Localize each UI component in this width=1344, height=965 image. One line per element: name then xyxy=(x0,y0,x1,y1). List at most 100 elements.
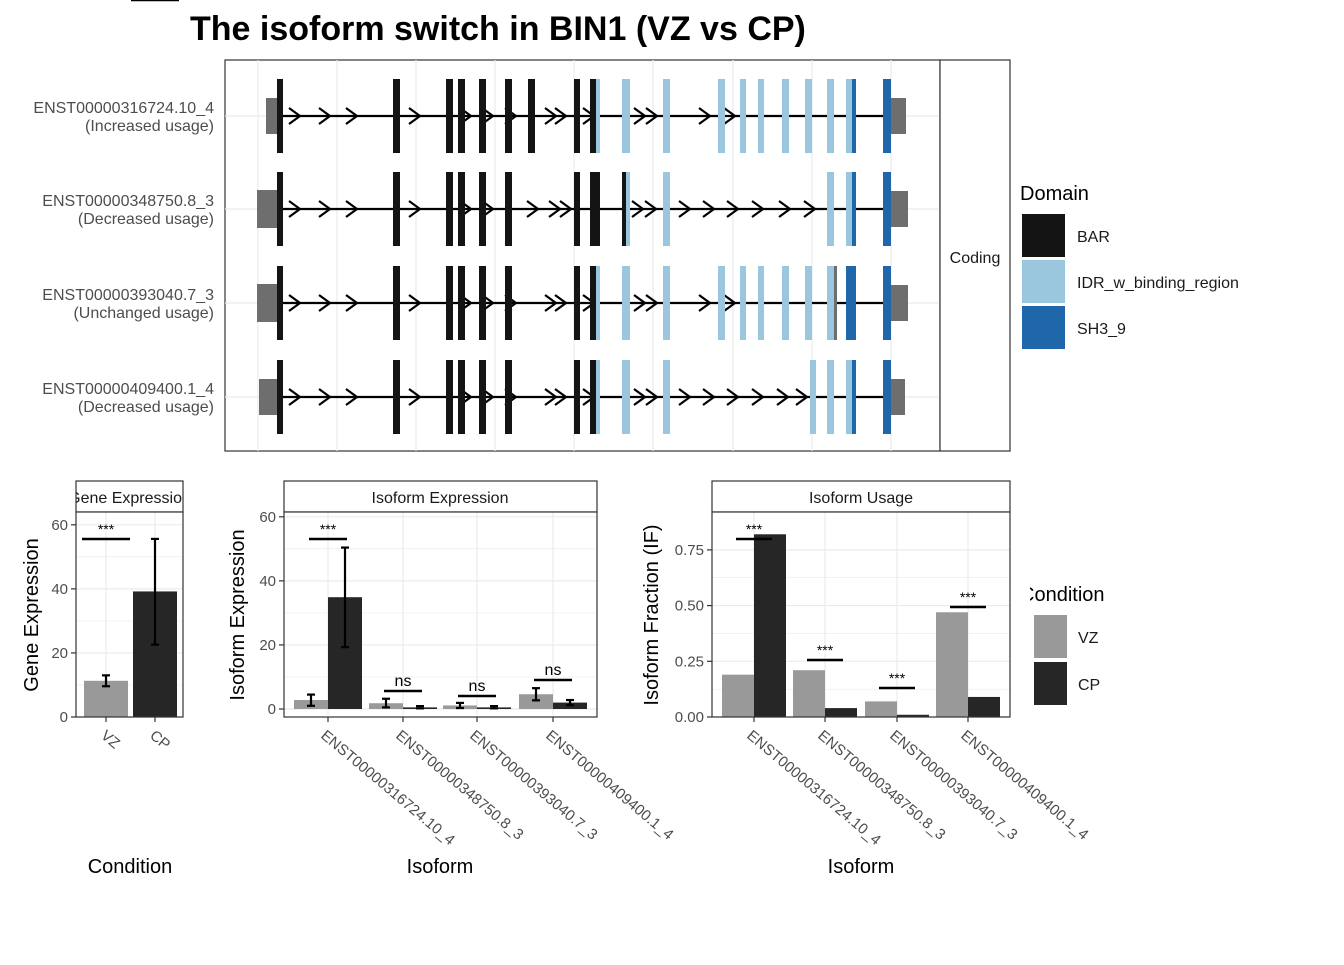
strip-isoform-usage-label: Isoform Usage xyxy=(809,490,913,507)
exon-block xyxy=(458,266,465,340)
transcript-usage-label: (Decreased usage) xyxy=(78,399,214,416)
exon-block xyxy=(393,360,400,434)
transcript-id-label: ENST00000316724.10_4 xyxy=(33,100,214,117)
exon-block xyxy=(574,360,580,434)
exon-block xyxy=(663,79,670,153)
strip-gene-expression xyxy=(75,480,184,513)
significance-label: *** xyxy=(320,521,337,537)
intron-arrow xyxy=(644,200,658,218)
exon-block xyxy=(458,360,465,434)
intron-arrow xyxy=(633,294,647,312)
intron-arrow xyxy=(645,107,659,125)
transcript-track xyxy=(257,172,908,246)
bar xyxy=(968,696,1000,717)
exon-block xyxy=(852,79,856,153)
exon-block xyxy=(574,172,580,246)
exon-block xyxy=(846,360,852,434)
y-tick-label: 20 xyxy=(259,637,276,654)
intron-arrow xyxy=(678,200,692,218)
exon-block xyxy=(277,360,283,434)
exon-block xyxy=(479,266,486,340)
intron-arrow xyxy=(751,200,765,218)
exon-block xyxy=(846,172,852,246)
significance-label: *** xyxy=(147,0,164,3)
exon-block xyxy=(393,172,400,246)
exon-block xyxy=(852,172,856,246)
bar xyxy=(825,708,857,717)
exon-block xyxy=(528,79,535,153)
exon-block xyxy=(852,360,856,434)
exon-block xyxy=(458,172,465,246)
strip-isoform-expression-label: Isoform Expression xyxy=(372,490,509,507)
exon-block xyxy=(446,266,453,340)
intron-arrow xyxy=(548,200,562,218)
intron-arrow xyxy=(698,294,712,312)
intron-arrow xyxy=(678,388,692,406)
gene-expression-panel: Gene Expression 0 20 40 60 *** VZ *** CP Gene E… xyxy=(21,0,184,878)
exon-block xyxy=(883,79,891,153)
y-tick-label: 60 xyxy=(259,509,276,526)
domain-label-bar: BAR xyxy=(1077,229,1110,246)
exon-block xyxy=(758,266,764,340)
condition-key-cp xyxy=(1034,662,1067,705)
intron-arrow xyxy=(288,388,302,406)
intron-arrow xyxy=(526,200,540,218)
exon-block xyxy=(883,266,891,340)
intron-arrow xyxy=(318,294,332,312)
x-tick-label: ENST00000316724.10_4 xyxy=(743,727,884,849)
condition-legend: Condition VZ CP xyxy=(1020,584,1105,705)
bar xyxy=(793,670,825,717)
chart-title: The isoform switch in BIN1 (VZ vs CP) xyxy=(190,10,806,48)
p2-xlabel: Isoform xyxy=(407,856,474,878)
exon-block xyxy=(782,79,789,153)
exon-block xyxy=(596,360,600,434)
utr-3-block xyxy=(889,98,906,134)
utr-5-block xyxy=(259,379,279,415)
exon-block xyxy=(827,360,834,434)
utr-5-block xyxy=(257,284,279,322)
x-tick-label: ENST00000409400.1_4 xyxy=(957,727,1091,843)
x-tick-label: VZ xyxy=(97,727,123,752)
intron-arrow xyxy=(726,388,740,406)
exon-block xyxy=(505,266,512,340)
exon-block xyxy=(663,172,670,246)
domain-legend-title: Domain xyxy=(1020,183,1089,205)
gene-structure-panel: Coding ENST00000316724.10_4(Increased us… xyxy=(33,59,1011,452)
y-tick-label: 60 xyxy=(51,517,68,534)
intron-arrow xyxy=(345,294,359,312)
y-tick-label: 0.75 xyxy=(675,542,704,559)
y-tick-label: 0 xyxy=(268,701,276,718)
exon-block xyxy=(805,266,812,340)
intron-arrow xyxy=(544,388,558,406)
domain-legend: Domain BAR IDR_w_binding_region SH3_9 xyxy=(1020,183,1239,349)
bar xyxy=(936,612,968,717)
x-tick-label: ENST00000348750.8_3 xyxy=(392,727,526,843)
exon-block xyxy=(827,172,834,246)
intron-arrow xyxy=(288,200,302,218)
exon-block xyxy=(834,266,837,340)
exon-block xyxy=(596,266,600,340)
utr-3-block xyxy=(889,379,905,415)
exon-block xyxy=(479,360,486,434)
exon-block xyxy=(758,79,764,153)
domain-key-bar xyxy=(1022,214,1065,257)
exon-block xyxy=(622,79,630,153)
exon-block xyxy=(718,79,725,153)
exon-block xyxy=(458,79,465,153)
significance-label: ns xyxy=(469,678,486,695)
exon-block xyxy=(479,172,486,246)
exon-block xyxy=(446,172,453,246)
intron-arrow xyxy=(702,200,716,218)
exon-block xyxy=(590,266,596,340)
x-tick-label: ENST00000409400.1_4 xyxy=(542,727,676,843)
transcript-usage-label: (Decreased usage) xyxy=(78,211,214,228)
intron-arrow xyxy=(645,294,659,312)
transcript-usage-label: (Increased usage) xyxy=(85,118,214,135)
exon-block xyxy=(846,79,852,153)
y-tick-label: 0.50 xyxy=(675,598,704,615)
exon-block xyxy=(718,266,725,340)
exon-block xyxy=(596,79,600,153)
condition-legend-title: Condition xyxy=(1020,584,1105,606)
exon-block xyxy=(574,266,580,340)
utr-3-block xyxy=(889,285,908,321)
